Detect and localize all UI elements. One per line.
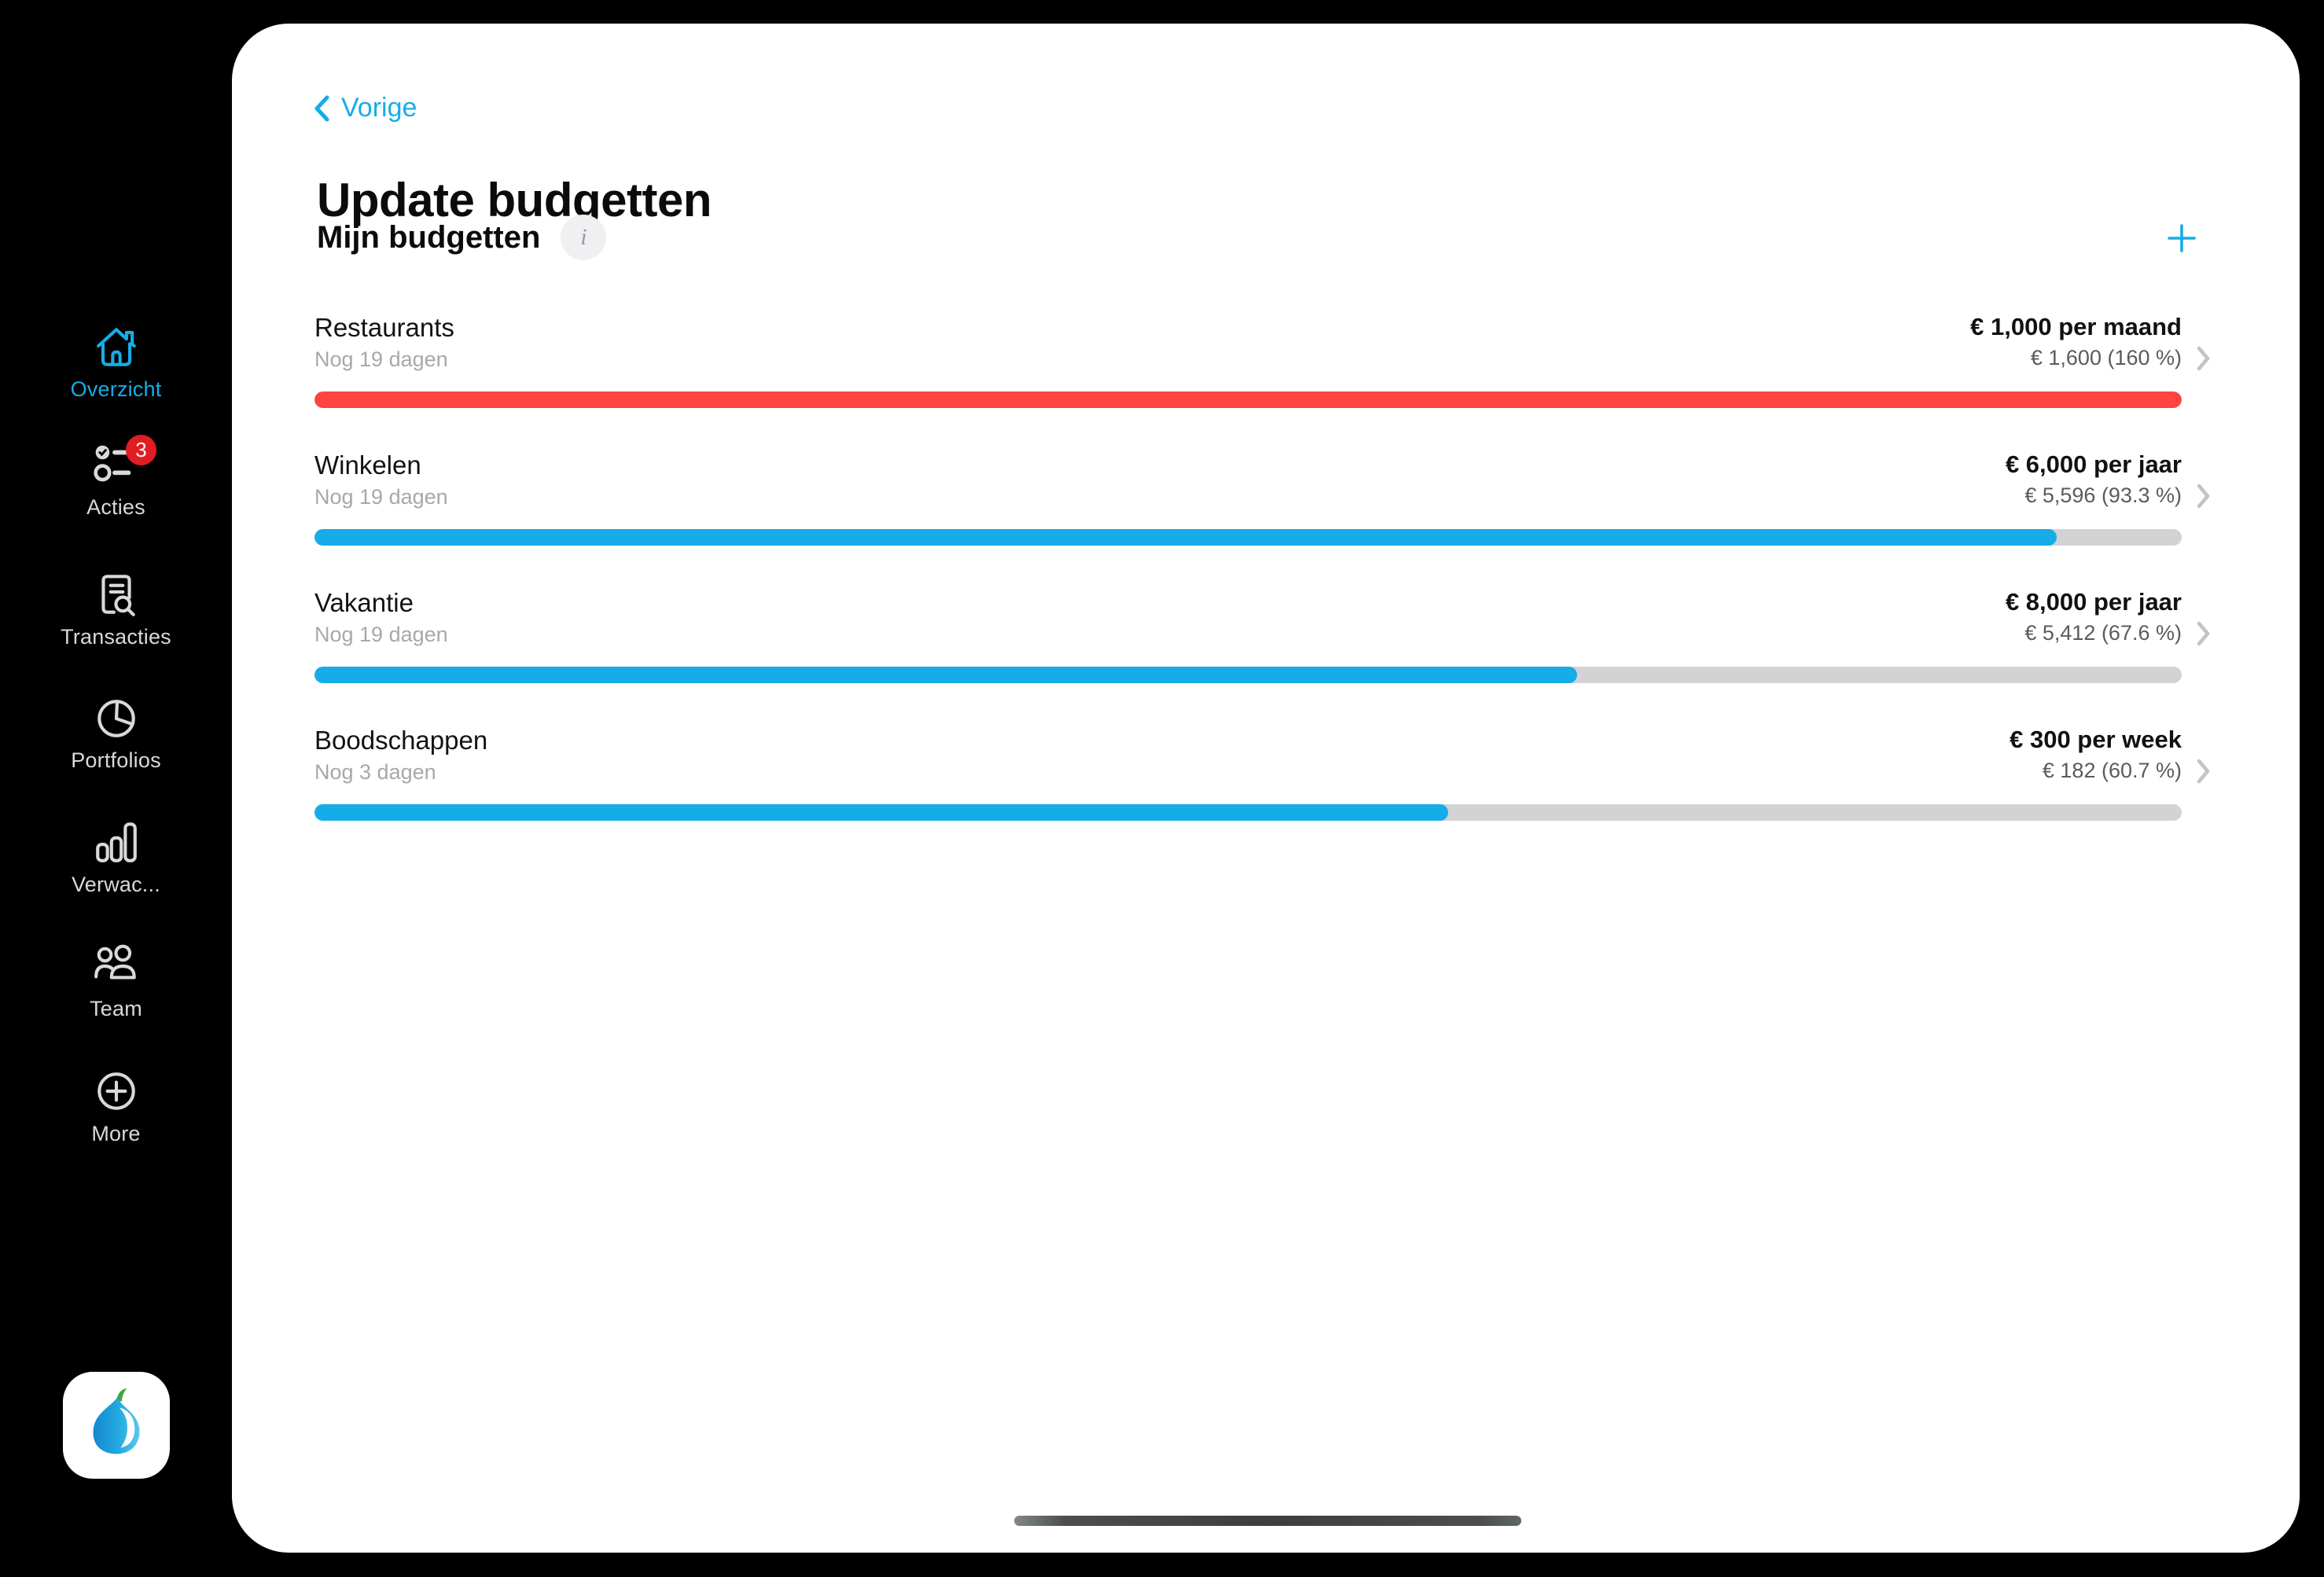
budget-limit: € 6,000 per jaar bbox=[2005, 450, 2182, 478]
chevron-right-icon bbox=[2197, 346, 2210, 371]
budget-row-vakantie[interactable]: Vakantie Nog 19 dagen € 8,000 per jaar €… bbox=[314, 588, 2211, 706]
sidebar: Overzicht 3 Acties Transacties bbox=[0, 0, 232, 1577]
info-icon[interactable]: i bbox=[561, 215, 607, 260]
sidebar-label-transacties: Transacties bbox=[61, 625, 171, 649]
sidebar-label-acties: Acties bbox=[86, 495, 145, 519]
document-search-icon bbox=[101, 575, 135, 616]
chevron-right-icon bbox=[2197, 759, 2210, 784]
back-button-label: Vorige bbox=[341, 93, 417, 123]
add-budget-button[interactable] bbox=[2168, 224, 2196, 252]
back-button[interactable]: Vorige bbox=[313, 93, 417, 123]
budget-limit: € 1,000 per maand bbox=[1970, 313, 2182, 340]
budget-days-left: Nog 3 dagen bbox=[314, 760, 436, 784]
acties-badge: 3 bbox=[126, 435, 156, 465]
sidebar-item-team[interactable]: Team bbox=[0, 942, 232, 1021]
sidebar-item-overzicht[interactable]: Overzicht bbox=[0, 322, 232, 402]
budget-row-boodschappen[interactable]: Boodschappen Nog 3 dagen € 300 per week … bbox=[314, 726, 2211, 844]
sidebar-item-acties[interactable]: 3 Acties bbox=[0, 435, 232, 520]
sidebar-item-portfolios[interactable]: Portfolios bbox=[0, 693, 232, 773]
budget-progress-track bbox=[314, 391, 2182, 408]
chevron-right-icon bbox=[2197, 483, 2210, 509]
budget-progress-fill bbox=[314, 529, 2057, 546]
sidebar-item-more[interactable]: More bbox=[0, 1067, 232, 1146]
bar-chart-icon bbox=[95, 822, 137, 862]
budget-name: Boodschappen bbox=[314, 726, 488, 755]
budget-progress-track bbox=[314, 529, 2182, 546]
home-indicator[interactable] bbox=[1014, 1516, 1521, 1526]
budget-progress-track bbox=[314, 804, 2182, 821]
home-icon bbox=[96, 328, 136, 366]
budget-name: Winkelen bbox=[314, 450, 421, 480]
budget-progress-track bbox=[314, 667, 2182, 683]
budget-progress-fill bbox=[314, 391, 2182, 408]
section-title: Mijn budgetten bbox=[317, 219, 541, 255]
budget-limit: € 300 per week bbox=[2010, 726, 2182, 753]
budget-row-restaurants[interactable]: Restaurants Nog 19 dagen € 1,000 per maa… bbox=[314, 313, 2211, 431]
budget-days-left: Nog 19 dagen bbox=[314, 623, 448, 646]
sidebar-label-more: More bbox=[91, 1122, 141, 1145]
plus-circle-icon bbox=[97, 1072, 135, 1110]
people-icon bbox=[94, 944, 136, 980]
page-title: Update budgetten bbox=[317, 174, 712, 227]
budget-limit: € 8,000 per jaar bbox=[2005, 588, 2182, 616]
chevron-left-icon bbox=[314, 95, 329, 121]
chevron-right-icon bbox=[2197, 621, 2210, 646]
budget-spent: € 5,596 (93.3 %) bbox=[2024, 483, 2182, 507]
budget-name: Restaurants bbox=[314, 313, 454, 342]
sidebar-item-verwachtingen[interactable]: Verwac... bbox=[0, 818, 232, 897]
budget-spent: € 182 (60.7 %) bbox=[2042, 759, 2182, 782]
pear-logo-icon bbox=[93, 1388, 140, 1454]
main-panel: Vorige Update budgetten Mijn budgetten i… bbox=[232, 24, 2300, 1553]
sidebar-label-portfolios: Portfolios bbox=[71, 748, 161, 772]
section-header: Mijn budgetten i bbox=[317, 215, 607, 260]
budget-days-left: Nog 19 dagen bbox=[314, 347, 448, 371]
budget-row-winkelen[interactable]: Winkelen Nog 19 dagen € 6,000 per jaar €… bbox=[314, 450, 2211, 568]
sidebar-label-overzicht: Overzicht bbox=[70, 377, 162, 401]
pie-chart-icon bbox=[97, 700, 135, 737]
app-logo[interactable] bbox=[63, 1372, 170, 1479]
checklist-icon bbox=[93, 445, 131, 482]
budget-spent: € 5,412 (67.6 %) bbox=[2024, 621, 2182, 645]
sidebar-item-transacties[interactable]: Transacties bbox=[0, 570, 232, 649]
sidebar-label-verwachtingen: Verwac... bbox=[72, 873, 160, 896]
budget-progress-fill bbox=[314, 667, 1577, 683]
sidebar-label-team: Team bbox=[90, 997, 142, 1020]
budget-spent: € 1,600 (160 %) bbox=[2030, 346, 2182, 369]
budget-days-left: Nog 19 dagen bbox=[314, 485, 448, 509]
budget-progress-fill bbox=[314, 804, 1448, 821]
budget-name: Vakantie bbox=[314, 588, 414, 617]
